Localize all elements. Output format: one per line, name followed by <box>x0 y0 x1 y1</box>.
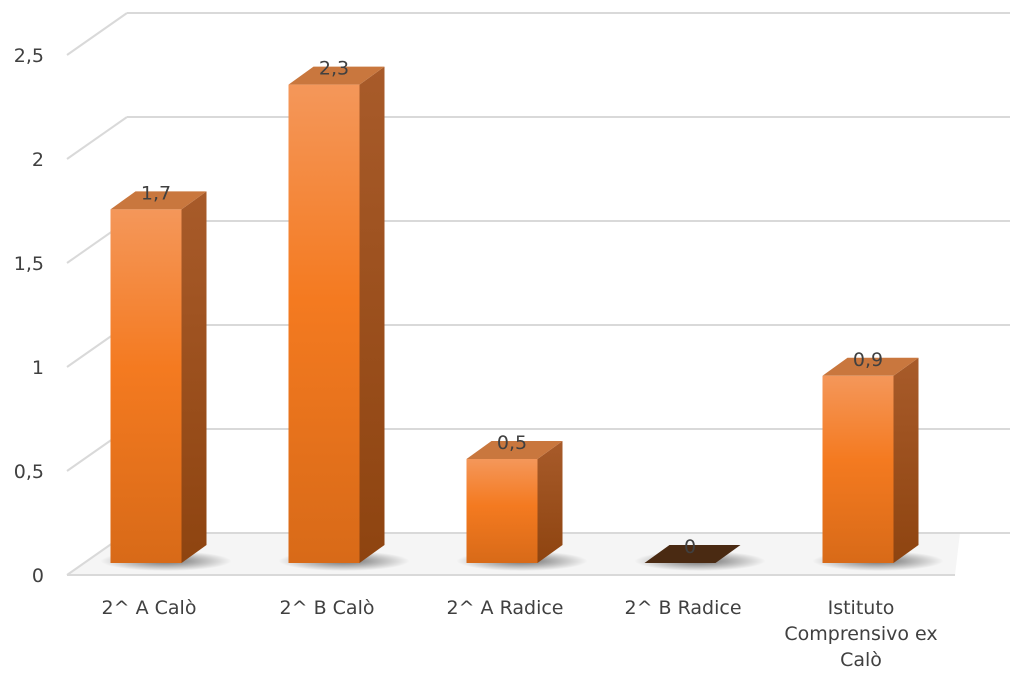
bar-front <box>466 459 538 563</box>
y-tick-label: 2,5 <box>14 45 44 67</box>
data-label: 0,5 <box>497 432 527 454</box>
bar-side <box>893 357 919 563</box>
data-labels: 1,7 2,3 0,5 0 0,9 <box>141 58 883 558</box>
bar-side <box>181 191 207 563</box>
bar-top <box>110 191 207 210</box>
y-axis-tick-labels: 0 0,5 1 1,5 2 2,5 <box>14 45 44 587</box>
bar-front <box>110 209 182 563</box>
bar <box>634 545 766 571</box>
y-tick-label: 0,5 <box>14 461 44 483</box>
x-tick-label: Istituto Comprensivo ex Calò <box>784 597 937 671</box>
x-tick-label: 2^ A Calò <box>102 597 197 619</box>
y-tick-label: 1 <box>32 357 44 379</box>
data-label: 1,7 <box>141 182 171 204</box>
x-tick-label: 2^ A Radice <box>447 597 564 619</box>
bar-top <box>644 545 741 563</box>
bar <box>812 357 944 571</box>
bar <box>278 66 410 571</box>
x-tick-label: 2^ B Radice <box>624 597 741 619</box>
bar-side <box>359 66 385 563</box>
data-label: 0 <box>684 536 696 558</box>
gridline-diagonal <box>66 12 128 56</box>
y-tick-label: 0 <box>32 565 44 587</box>
x-axis-tick-labels: 2^ A Calò 2^ B Calò 2^ A Radice 2^ B Radice… <box>102 597 938 671</box>
data-label: 2,3 <box>319 58 349 80</box>
y-tick-label: 1,5 <box>14 253 44 275</box>
gridline-diagonal <box>66 116 128 160</box>
data-label: 0,9 <box>853 349 883 371</box>
bar-top <box>822 357 919 376</box>
bar-front <box>288 84 360 563</box>
bar <box>456 441 588 571</box>
bar <box>100 191 232 571</box>
y-tick-label: 2 <box>32 149 44 171</box>
bars <box>100 66 944 571</box>
x-tick-label: 2^ B Calò <box>280 597 375 619</box>
bar-front <box>822 375 894 563</box>
bar-top <box>466 441 563 459</box>
bar-side <box>537 441 563 563</box>
bar-top <box>288 66 385 85</box>
